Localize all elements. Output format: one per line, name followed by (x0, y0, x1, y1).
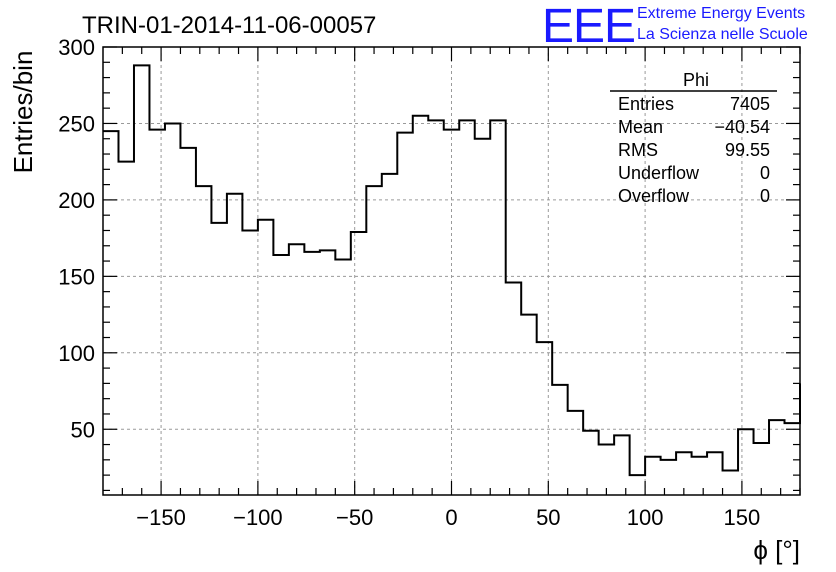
histogram-bin (490, 120, 505, 495)
stats-box: Phi Entries 7405 Mean −40.54 RMS 99.55 Underfl… (610, 70, 777, 206)
histogram-bin (738, 429, 753, 495)
histogram-bin (769, 420, 784, 495)
histogram-bin (227, 194, 242, 495)
histogram-bin (552, 385, 567, 495)
logo-line-2: La Scienza nelle Scuole (637, 26, 808, 43)
x-axis-title: ϕ [°] (753, 535, 800, 565)
stats-row-value: 0 (760, 186, 770, 206)
histogram-bin (754, 443, 769, 495)
histogram-bin (459, 120, 474, 495)
x-tick-label: −50 (336, 505, 373, 530)
histogram-bin (149, 130, 164, 495)
histogram-bin (521, 315, 536, 495)
y-tick-label: 300 (58, 35, 95, 60)
histogram-bin (103, 131, 118, 495)
histogram-bin (304, 252, 319, 495)
histogram-bin (599, 445, 614, 495)
y-tick-label: 100 (58, 341, 95, 366)
histogram-bin (165, 123, 180, 495)
histogram-bin (506, 282, 521, 495)
x-tick-labels: −150 −100 −50 0 50 100 150 (136, 505, 760, 530)
histogram-bin (382, 174, 397, 495)
histogram-bin (614, 435, 629, 495)
histogram-bin (428, 120, 443, 495)
histogram-bin (335, 260, 350, 495)
y-axis-title: Entries/bin (8, 51, 38, 174)
histogram-bin (707, 452, 722, 495)
x-tick-label: −100 (233, 505, 283, 530)
stats-row-value: 99.55 (725, 140, 770, 160)
histogram-bin (568, 411, 583, 495)
eee-logo-text: EEE (542, 0, 635, 53)
y-tick-label: 150 (58, 264, 95, 289)
x-tick-label: 0 (445, 505, 457, 530)
histogram-bin (289, 244, 304, 495)
stats-row-value: 0 (760, 163, 770, 183)
stats-row-label: Underflow (618, 163, 700, 183)
histogram-bin (645, 457, 660, 495)
y-tick-label: 250 (58, 111, 95, 136)
x-tick-label: −150 (136, 505, 186, 530)
histogram-bin (273, 255, 288, 495)
histogram-outline (103, 64, 801, 477)
histogram-bin (444, 130, 459, 495)
histogram-bin (196, 186, 211, 495)
histogram-bin (723, 471, 738, 495)
stats-row-value: 7405 (730, 94, 770, 114)
x-tick-label: 150 (724, 505, 761, 530)
stats-row-value: −40.54 (714, 117, 770, 137)
histogram-bin (211, 223, 226, 495)
y-tick-labels: 50 100 150 200 250 300 (58, 35, 95, 442)
histogram-bin (692, 457, 707, 495)
histogram-bin (537, 342, 552, 495)
histogram-bin (475, 139, 490, 495)
histogram-bin (397, 133, 412, 495)
stats-row-label: RMS (618, 140, 658, 160)
histogram-bin (180, 148, 195, 495)
histogram-bin (320, 250, 335, 495)
histogram-bin (242, 230, 257, 495)
logo-line-1: Extreme Energy Events (637, 5, 805, 22)
histogram-bin (413, 116, 428, 495)
eee-logo: EEE Extreme Energy Events La Scienza nel… (542, 0, 808, 53)
histogram-bin (351, 232, 366, 495)
histogram-bin (785, 423, 800, 495)
histogram-bin (134, 65, 149, 495)
histogram-bin (583, 431, 598, 495)
histogram-bin (118, 162, 133, 495)
histogram-bin (258, 220, 273, 495)
stats-row-label: Entries (618, 94, 674, 114)
stats-row-label: Overflow (618, 186, 690, 206)
y-tick-label: 200 (58, 188, 95, 213)
stats-rows: Entries 7405 Mean −40.54 RMS 99.55 Underflow 0 O… (618, 94, 770, 206)
histogram-bin (630, 475, 645, 495)
x-tick-label: 100 (627, 505, 664, 530)
x-tick-label: 50 (536, 505, 560, 530)
y-tick-label: 50 (71, 417, 95, 442)
stats-box-title: Phi (683, 70, 709, 90)
histogram-bin (366, 186, 381, 495)
axis-ticks (103, 46, 801, 495)
chart-title: TRIN-01-2014-11-06-00057 (82, 12, 376, 39)
stats-row-label: Mean (618, 117, 663, 137)
histogram-bin (661, 460, 676, 495)
